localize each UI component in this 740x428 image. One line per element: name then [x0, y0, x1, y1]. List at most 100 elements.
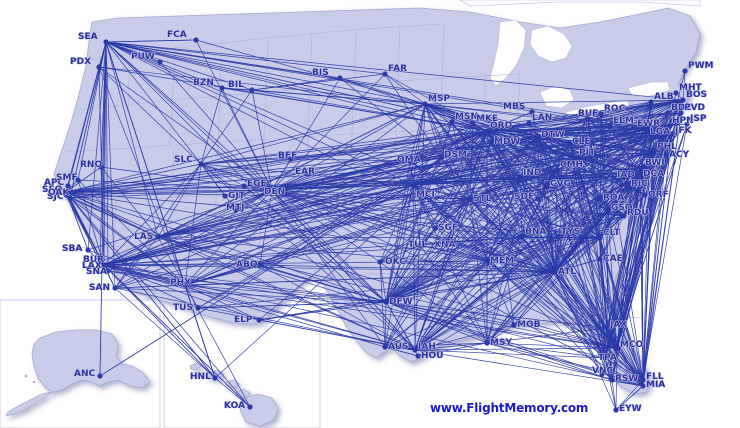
- airport-node-san[interactable]: [112, 285, 118, 291]
- airport-node-ear[interactable]: [305, 171, 311, 177]
- airport-node-tul[interactable]: [417, 242, 423, 248]
- airport-node-pwm[interactable]: [682, 68, 688, 74]
- airport-node-elp[interactable]: [256, 317, 262, 323]
- airport-node-lga[interactable]: [663, 127, 669, 133]
- airport-node-pdx[interactable]: [96, 64, 102, 70]
- airport-node-bdl[interactable]: [665, 110, 671, 116]
- airport-node-cle[interactable]: [567, 140, 573, 146]
- airport-node-mbs[interactable]: [529, 109, 535, 115]
- airport-node-alb[interactable]: [648, 99, 654, 105]
- airport-node-bzn[interactable]: [219, 85, 225, 91]
- airport-node-jax[interactable]: [604, 325, 610, 331]
- airport-node-rno[interactable]: [98, 164, 104, 170]
- airport-node-elm[interactable]: [607, 123, 613, 129]
- airport-node-rsw[interactable]: [609, 377, 615, 383]
- airport-node-sba[interactable]: [85, 247, 91, 253]
- airport-node-msp[interactable]: [422, 101, 428, 107]
- airport-node-slc[interactable]: [198, 161, 204, 167]
- airport-node-mci[interactable]: [410, 182, 416, 188]
- airport-node-ric[interactable]: [625, 184, 631, 190]
- airport-node-bur[interactable]: [97, 259, 103, 265]
- airport-node-hpn[interactable]: [666, 123, 672, 129]
- airport-node-bff[interactable]: [288, 156, 294, 162]
- airport-node-phx[interactable]: [182, 282, 188, 288]
- airport-node-bis[interactable]: [337, 75, 343, 81]
- airport-node-tus[interactable]: [195, 305, 201, 311]
- airport-node-fll[interactable]: [640, 377, 646, 383]
- airport-node-bos[interactable]: [680, 97, 686, 103]
- airport-node-anc[interactable]: [97, 373, 103, 379]
- airport-node-sdf[interactable]: [535, 196, 541, 202]
- airport-node-ege[interactable]: [241, 183, 247, 189]
- airport-node-tpa[interactable]: [602, 355, 608, 361]
- airport-node-las[interactable]: [155, 234, 161, 240]
- airport-node-dsm[interactable]: [438, 155, 444, 161]
- airport-node-eyw[interactable]: [613, 407, 619, 413]
- airport-node-bwi[interactable]: [639, 165, 645, 171]
- airport-node-mob[interactable]: [511, 322, 517, 328]
- airport-node-vnc[interactable]: [599, 371, 605, 377]
- airport-node-dfw[interactable]: [383, 299, 389, 305]
- airport-node-smf[interactable]: [75, 177, 81, 183]
- airport-node-buf[interactable]: [585, 115, 591, 121]
- airport-node-clt[interactable]: [597, 235, 603, 241]
- airport-node-sna[interactable]: [105, 268, 111, 274]
- airport-node-okc[interactable]: [377, 259, 383, 265]
- airport-node-stl[interactable]: [467, 196, 473, 202]
- airport-node-acy[interactable]: [663, 152, 669, 158]
- airport-node-pit[interactable]: [573, 155, 579, 161]
- airport-node-pvd[interactable]: [678, 110, 684, 116]
- airport-node-bil[interactable]: [249, 87, 255, 93]
- airport-node-tys[interactable]: [555, 234, 561, 240]
- airport-node-oma[interactable]: [407, 158, 413, 164]
- airport-node-iad[interactable]: [630, 170, 636, 176]
- airport-node-iah[interactable]: [412, 347, 418, 353]
- airport-node-roc[interactable]: [598, 111, 604, 117]
- airport-node-ind[interactable]: [517, 175, 523, 181]
- airport-node-puw[interactable]: [157, 59, 163, 65]
- airport-node-ord[interactable]: [484, 128, 490, 134]
- airport-node-atl[interactable]: [552, 269, 558, 275]
- airport-node-oak[interactable]: [63, 192, 69, 198]
- airport-node-far[interactable]: [382, 71, 388, 77]
- airport-node-dtw[interactable]: [535, 133, 541, 139]
- airport-node-gso[interactable]: [605, 209, 611, 215]
- route-line: [259, 130, 488, 266]
- airport-node-fca[interactable]: [193, 37, 199, 43]
- airport-node-sgf[interactable]: [432, 225, 438, 231]
- airport-node-phl[interactable]: [651, 149, 657, 155]
- airport-node-sea[interactable]: [103, 39, 109, 45]
- airport-node-msn[interactable]: [449, 119, 455, 125]
- airport-node-lan[interactable]: [526, 120, 532, 126]
- airport-node-mem[interactable]: [484, 258, 490, 264]
- airport-node-isp[interactable]: [684, 121, 690, 127]
- airport-node-abq[interactable]: [257, 262, 263, 268]
- airport-node-cae[interactable]: [597, 256, 603, 262]
- airport-node-dca[interactable]: [637, 173, 643, 179]
- airport-node-den[interactable]: [269, 187, 275, 193]
- airport-node-lax[interactable]: [101, 262, 107, 268]
- airport-node-hnl[interactable]: [212, 375, 218, 381]
- airport-node-koa[interactable]: [247, 404, 253, 410]
- airport-node-ewr[interactable]: [651, 125, 657, 131]
- airport-node-mco[interactable]: [614, 345, 620, 351]
- airport-node-jfk[interactable]: [669, 131, 675, 137]
- airport-node-cmh[interactable]: [554, 167, 560, 173]
- airport-node-roa[interactable]: [597, 195, 603, 201]
- airport-node-aus[interactable]: [382, 344, 388, 350]
- airport-node-mdw[interactable]: [488, 139, 494, 145]
- airport-node-orf[interactable]: [642, 192, 648, 198]
- airport-node-sjc[interactable]: [67, 195, 73, 201]
- airport-node-mht[interactable]: [673, 90, 679, 96]
- airport-node-cvg[interactable]: [544, 182, 550, 188]
- airport-node-xna[interactable]: [444, 239, 450, 245]
- airport-node-bna[interactable]: [519, 234, 525, 240]
- airport-node-mia[interactable]: [640, 383, 646, 389]
- airport-node-mtj[interactable]: [233, 207, 239, 213]
- airport-node-msy[interactable]: [484, 340, 490, 346]
- airport-node-apc[interactable]: [65, 183, 71, 189]
- airport-node-rdu[interactable]: [621, 213, 627, 219]
- airport-node-gjt[interactable]: [222, 193, 228, 199]
- airport-node-mke[interactable]: [470, 121, 476, 127]
- airport-node-hou[interactable]: [415, 353, 421, 359]
